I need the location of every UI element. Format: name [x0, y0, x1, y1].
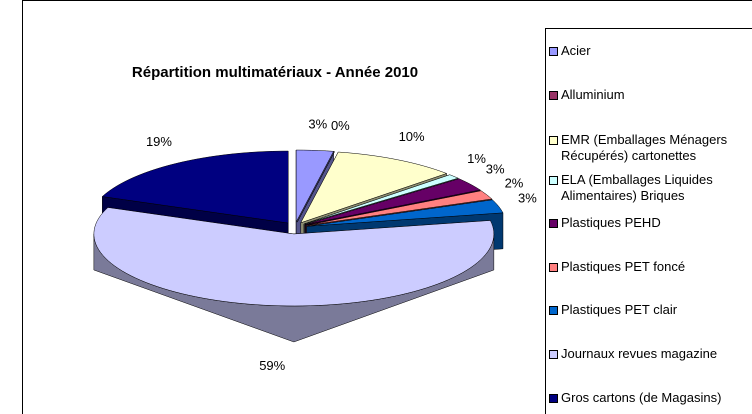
slice-top: [297, 151, 335, 223]
slice-top: [300, 151, 448, 224]
slice-top: [295, 149, 335, 223]
legend: Acier Alluminium EMR (Emballages Ménagers …: [545, 28, 752, 414]
slice-top: [305, 190, 493, 226]
legend-label: Alluminium: [561, 87, 625, 102]
slice: [93, 207, 495, 343]
legend-swatch: [549, 306, 558, 315]
legend-swatch: [549, 394, 558, 403]
legend-swatch: [549, 176, 558, 185]
legend-label: Plastiques PEHD: [561, 215, 661, 230]
data-label: 0%: [331, 118, 350, 133]
legend-label: Journaux revues magazine: [561, 346, 718, 361]
legend-label: Acier: [561, 43, 591, 58]
data-label: 2%: [505, 175, 524, 190]
legend-label: Plastiques PET clair: [561, 302, 678, 317]
legend-swatch: [549, 350, 558, 359]
data-label: 3%: [486, 161, 505, 176]
chart-title: Répartition multimatériaux - Année 2010: [132, 64, 418, 81]
legend-swatch: [549, 263, 558, 272]
legend-label: Gros cartons (de Magasins): [561, 390, 722, 405]
data-label: 3%: [518, 191, 537, 206]
slice-top: [93, 207, 495, 307]
data-label: 19%: [146, 134, 172, 149]
slice-top: [304, 178, 481, 225]
slice-top: [303, 174, 459, 225]
legend-swatch: [549, 91, 558, 100]
legend-swatch: [549, 219, 558, 228]
data-label: 59%: [259, 358, 285, 373]
legend-label: Plastiques PET foncé: [561, 259, 686, 274]
legend-label: EMR (Emballages Ménagers Récupérés) cart…: [561, 132, 728, 163]
slice: [297, 151, 335, 223]
data-label: 10%: [399, 129, 425, 144]
legend-swatch: [549, 47, 558, 56]
data-label: 3%: [308, 117, 327, 132]
data-label: 1%: [467, 151, 486, 166]
legend-swatch: [549, 136, 558, 145]
legend-label: ELA (Emballages Liquides Alimentaires) B…: [561, 172, 713, 203]
slice-top: [306, 199, 504, 227]
slice-top: [101, 150, 289, 224]
